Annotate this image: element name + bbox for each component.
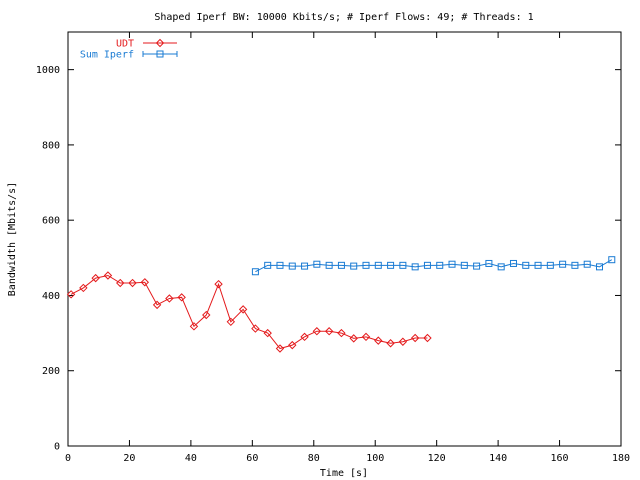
- data-point: [324, 327, 334, 336]
- y-tick-label: 200: [42, 366, 60, 377]
- data-point: [387, 261, 395, 269]
- data-point: [165, 294, 174, 303]
- data-point: [374, 336, 383, 345]
- data-point: [423, 333, 432, 343]
- data-point: [398, 337, 408, 346]
- x-tick-label: 100: [366, 453, 384, 464]
- data-point: [79, 283, 88, 293]
- data-point: [301, 262, 309, 270]
- data-point: [238, 305, 248, 314]
- data-point: [571, 261, 579, 269]
- data-point: [534, 261, 542, 269]
- y-axis-label: Bandwidth [Mbits/s]: [7, 182, 18, 296]
- x-tick-label: 140: [489, 453, 507, 464]
- data-point: [362, 261, 370, 269]
- data-point: [263, 328, 272, 338]
- data-point: [583, 260, 591, 268]
- data-point: [423, 261, 431, 269]
- x-tick-label: 60: [246, 453, 258, 464]
- data-point: [509, 259, 517, 267]
- series-line: [70, 274, 428, 350]
- data-point: [226, 317, 236, 327]
- series-layer: [66, 256, 616, 353]
- chart-title: Shaped Iperf BW: 10000 Kbits/s; # Iperf …: [154, 12, 533, 23]
- data-point: [155, 38, 165, 48]
- data-point: [251, 268, 259, 276]
- data-point: [399, 261, 407, 269]
- data-point: [546, 261, 554, 269]
- data-point: [128, 278, 137, 288]
- data-point: [140, 278, 150, 287]
- data-point: [485, 259, 493, 267]
- data-point: [177, 293, 186, 302]
- data-point: [189, 322, 199, 331]
- legend-label: Sum Iperf: [80, 50, 134, 61]
- legend-label: UDT: [116, 39, 134, 50]
- data-point: [312, 327, 322, 336]
- data-point: [66, 290, 76, 299]
- data-point: [214, 279, 223, 289]
- x-tick-label: 20: [123, 453, 135, 464]
- x-tick-label: 120: [428, 453, 446, 464]
- data-point: [436, 261, 444, 269]
- data-point: [559, 260, 567, 268]
- data-point: [595, 263, 603, 271]
- x-tick-label: 80: [308, 453, 320, 464]
- data-point: [411, 263, 419, 271]
- y-tick-label: 400: [42, 291, 60, 302]
- x-tick-label: 180: [612, 453, 630, 464]
- series-line: [255, 259, 613, 273]
- data-point: [152, 300, 162, 310]
- data-point: [337, 328, 346, 338]
- data-point: [276, 261, 284, 269]
- data-point: [410, 333, 420, 343]
- series-udt: [66, 271, 432, 353]
- data-point: [608, 256, 616, 264]
- y-axis: 0 200 400 600 800 1000: [36, 65, 621, 453]
- data-point: [202, 310, 211, 320]
- y-tick-label: 600: [42, 216, 60, 227]
- data-point: [522, 261, 530, 269]
- y-tick-label: 800: [42, 140, 60, 151]
- x-axis: 0 20 40 60 80 100 120 140 160 180: [65, 32, 630, 464]
- series-sum-iperf: [251, 256, 616, 276]
- data-point: [337, 261, 345, 269]
- x-axis-label: Time [s]: [320, 468, 368, 479]
- data-point: [91, 273, 100, 283]
- x-tick-label: 40: [185, 453, 197, 464]
- plot-frame: [67, 31, 622, 447]
- data-point: [473, 262, 481, 270]
- x-tick-label: 0: [65, 453, 71, 464]
- data-point: [251, 324, 260, 333]
- data-point: [448, 260, 456, 268]
- data-point: [497, 263, 505, 271]
- x-tick-label: 160: [551, 453, 569, 464]
- data-point: [116, 278, 125, 288]
- data-point: [288, 340, 297, 350]
- data-point: [300, 332, 309, 342]
- y-tick-label: 0: [54, 442, 60, 453]
- data-point: [264, 261, 272, 269]
- data-point: [361, 332, 371, 342]
- data-point: [325, 261, 333, 269]
- data-point: [103, 271, 113, 280]
- data-point: [350, 262, 358, 270]
- data-point: [460, 261, 468, 269]
- data-point: [288, 262, 296, 270]
- data-point: [156, 50, 164, 58]
- data-point: [374, 261, 382, 269]
- y-tick-label: 1000: [36, 65, 60, 76]
- data-point: [386, 339, 395, 348]
- data-point: [313, 260, 321, 268]
- data-point: [275, 344, 285, 353]
- data-point: [349, 334, 358, 343]
